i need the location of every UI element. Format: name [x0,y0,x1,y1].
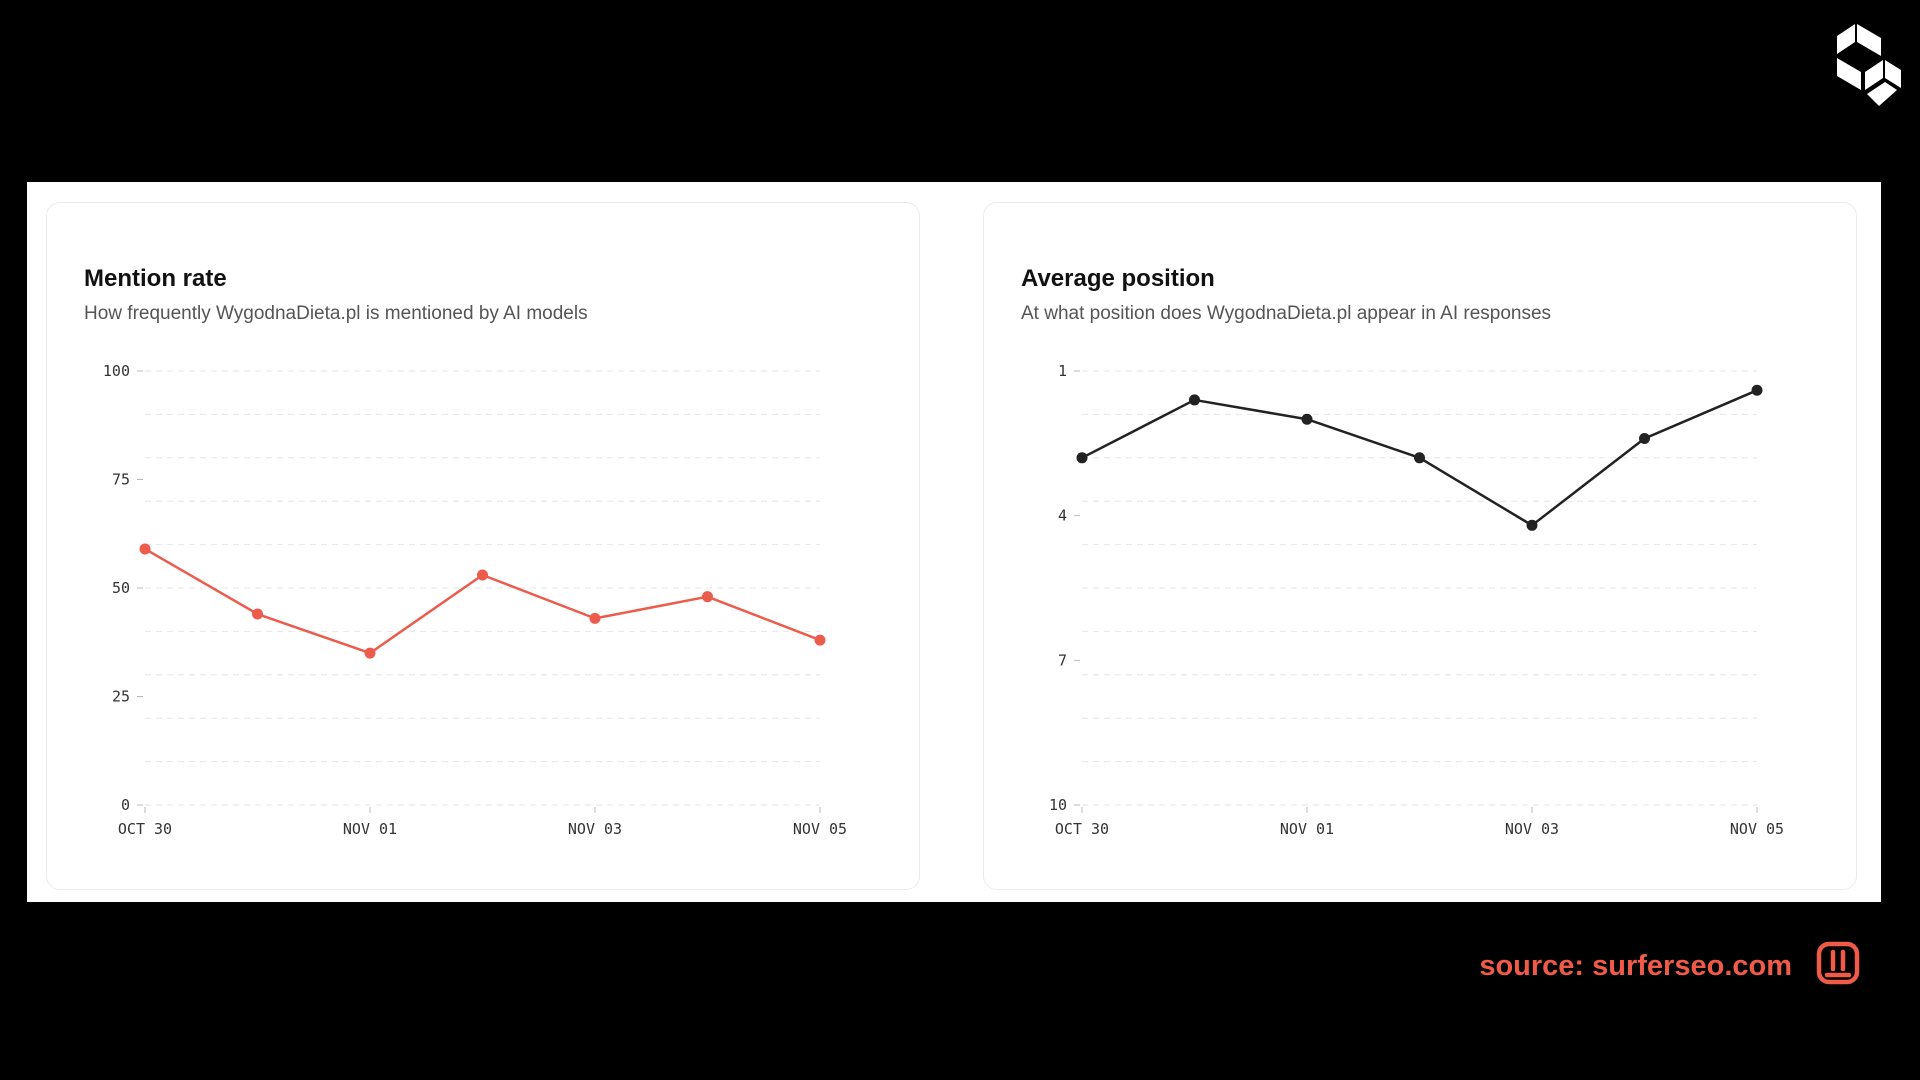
source-label: source: surferseo.com [1479,950,1792,982]
data-point [139,543,151,555]
data-point [814,634,826,646]
x-tick-label: NOV 05 [793,820,847,838]
y-tick-label: 100 [103,362,130,380]
y-tick-label: 10 [1049,796,1067,814]
data-point [1189,394,1200,406]
brand-mark-icon [1816,941,1860,985]
card-title: Mention rate [84,265,227,292]
data-point [589,612,601,624]
y-tick-label: 7 [1058,651,1067,669]
data-point [1751,384,1763,396]
data-point [477,569,488,581]
card-subtitle: At what position does WygodnaDieta.pl ap… [1021,303,1552,324]
mention-rate-card: Mention rate How frequently WygodnaDieta… [46,202,920,890]
dashboard-panel: Mention rate How frequently WygodnaDieta… [27,182,1881,902]
x-tick-label: NOV 05 [1730,820,1784,838]
y-tick-label: 25 [112,688,130,706]
data-point [1639,433,1650,445]
y-tick-label: 4 [1058,507,1067,525]
x-tick-label: NOV 01 [1280,820,1334,838]
data-point [1414,452,1425,464]
x-tick-label: NOV 03 [568,820,622,838]
x-tick-label: OCT 30 [118,820,172,838]
x-tick-label: OCT 30 [1055,820,1109,838]
data-point [1526,519,1538,531]
average-position-card: Average position At what position does W… [983,202,1857,890]
data-point [364,647,376,659]
data-point [1301,413,1313,425]
x-tick-label: NOV 03 [1505,820,1559,838]
y-tick-label: 50 [112,579,130,597]
data-point [702,591,713,603]
card-title: Average position [1021,265,1215,292]
card-subtitle: How frequently WygodnaDieta.pl is mentio… [84,303,588,324]
mention-rate-chart: 0 25 50 75 100 OCT 30 NOV 01 NOV 03 NOV 05 [103,362,847,838]
data-point [1076,452,1088,464]
data-point [252,608,263,620]
y-tick-label: 1 [1058,362,1067,380]
y-tick-label: 75 [112,471,130,489]
y-tick-label: 0 [121,796,130,814]
series-line [144,547,821,655]
average-position-chart: 1 4 7 10 OCT 30 NOV 01 NOV 03 NOV 05 [1049,362,1784,838]
surfer-s-logo-icon [1837,24,1901,106]
x-tick-label: NOV 01 [343,820,397,838]
